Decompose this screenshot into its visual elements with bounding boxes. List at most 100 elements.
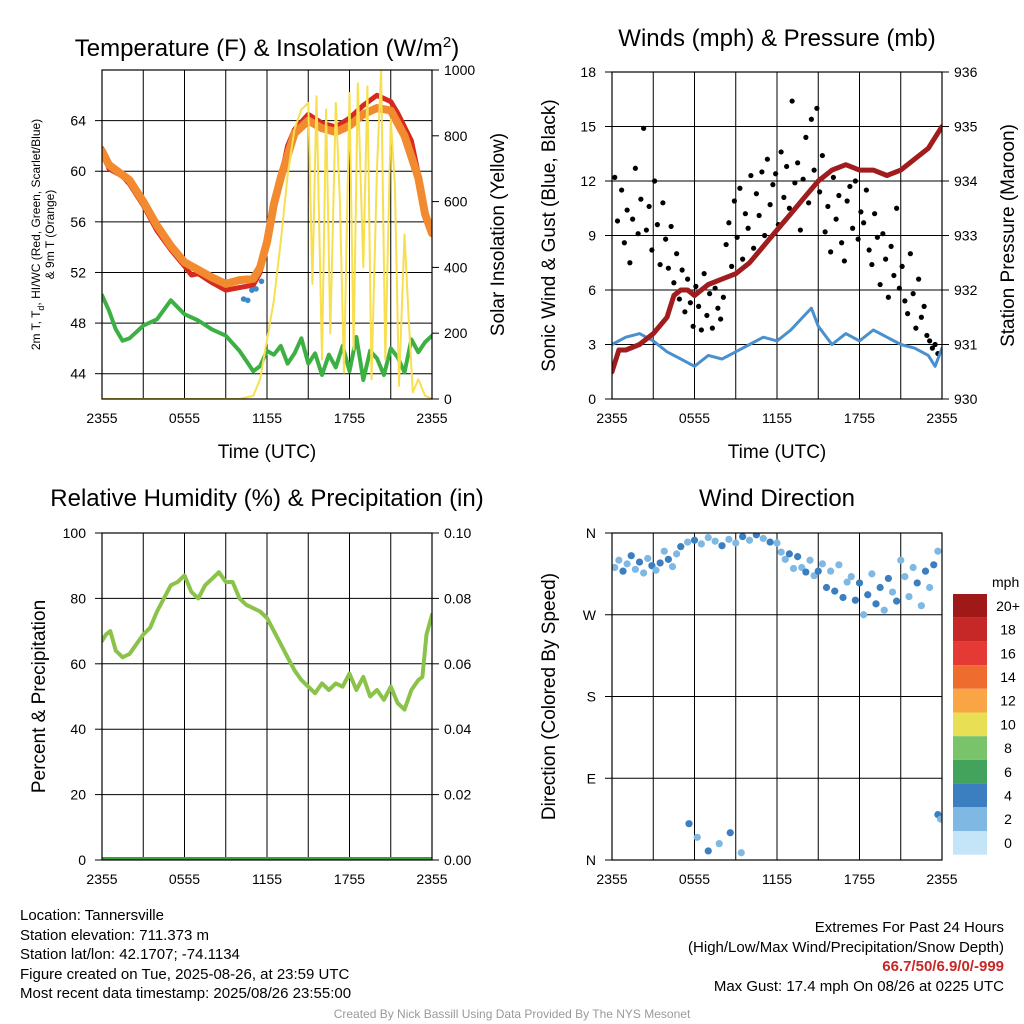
x-tick-label: 2355 <box>926 871 957 887</box>
y-tick-label: 9 <box>588 228 596 244</box>
direction-point <box>868 570 876 578</box>
gust-point <box>819 152 825 159</box>
x-tick-label: 0555 <box>679 871 710 887</box>
gust-point <box>877 281 883 288</box>
direction-point <box>934 547 942 555</box>
y-axis-label: 2m T, Td, HI/WC (Red, Green, Scarlet/Blu… <box>29 119 46 350</box>
direction-point <box>773 539 781 547</box>
gust-point <box>770 182 776 188</box>
extremes-title: Extremes For Past 24 Hours <box>814 919 1004 936</box>
gust-point <box>614 218 621 224</box>
gust-point <box>885 294 891 300</box>
direction-point <box>876 583 884 592</box>
direction-point <box>766 538 774 546</box>
gust-point <box>806 200 812 206</box>
direction-point <box>725 535 733 543</box>
right-tick-label: 800 <box>444 128 468 144</box>
gust-point <box>649 247 655 253</box>
legend-label: 14 <box>1000 669 1016 685</box>
plot-frame <box>611 71 943 400</box>
legend-label: 20+ <box>996 598 1020 614</box>
gust-point <box>671 280 677 286</box>
legend-label: 12 <box>1000 693 1016 709</box>
plot-area <box>612 98 942 375</box>
gust-point <box>817 189 823 195</box>
direction-point <box>704 847 712 855</box>
gust-point <box>830 174 836 180</box>
direction-point <box>814 567 822 575</box>
gust-point <box>924 332 930 339</box>
humidity-panel: Relative Humidity (%) & Precipitation (i… <box>29 485 484 887</box>
direction-point <box>785 550 793 558</box>
y-tick-label: 12 <box>580 173 596 189</box>
gust-point <box>723 241 729 248</box>
gust-point <box>720 294 726 300</box>
gust-point <box>872 211 878 217</box>
gust-point <box>751 245 757 251</box>
x-tick-label: 2355 <box>926 410 957 426</box>
direction-point <box>644 554 652 563</box>
gust-point <box>797 227 803 233</box>
direction-point <box>704 533 712 542</box>
direction-point <box>673 550 681 558</box>
series-line-sonic-wind <box>612 306 942 368</box>
x-axis-label: Time (UTC) <box>218 442 317 463</box>
y-tick-label: 64 <box>70 113 86 129</box>
legend-label: 16 <box>1000 645 1016 661</box>
gust-point <box>657 261 663 268</box>
direction-point <box>897 556 905 564</box>
gust-point <box>855 236 861 242</box>
direction-point <box>937 815 942 823</box>
right-axis-label: Solar Insolation (Yellow) <box>488 133 509 336</box>
direction-point <box>860 611 868 619</box>
direction-point <box>745 536 754 544</box>
direction-point <box>909 563 917 572</box>
y-tick-label: 100 <box>63 525 87 541</box>
temperature-panel: Temperature (F) & Insolation (W/m2) 2355 0… <box>29 34 509 463</box>
direction-point <box>737 849 745 857</box>
legend-label: 10 <box>1000 716 1016 732</box>
right-tick-label: 0.00 <box>444 852 471 868</box>
gust-point <box>663 236 669 242</box>
x-tick-label: 0555 <box>169 871 200 887</box>
direction-point <box>732 539 740 547</box>
direction-point <box>888 588 897 596</box>
series-line-relative-humidity <box>102 570 432 712</box>
legend-label: 8 <box>1004 740 1012 756</box>
chart-title: Winds (mph) & Pressure (mb) <box>618 25 935 52</box>
gust-point <box>748 172 754 179</box>
gust-point <box>698 327 704 333</box>
direction-point <box>847 573 855 581</box>
gust-point <box>764 156 770 162</box>
direction-point <box>759 534 767 543</box>
gust-point <box>927 338 933 344</box>
gust-point <box>693 283 699 289</box>
gust-point <box>638 196 644 202</box>
direction-point <box>806 556 814 564</box>
direction-point <box>693 833 701 841</box>
direction-point <box>668 563 677 571</box>
direction-point <box>739 533 747 541</box>
legend-label: 0 <box>1004 835 1012 851</box>
direction-point <box>656 559 664 567</box>
gust-point <box>907 251 913 257</box>
figure-created: Figure created on Tue, 2025-08-26, at 23… <box>20 965 350 983</box>
gust-point <box>715 305 721 311</box>
gust-point <box>825 203 831 210</box>
x-tick-label: 1755 <box>334 871 365 887</box>
y-tick-label: 60 <box>70 656 86 672</box>
gust-point <box>701 271 707 277</box>
gust-point <box>789 98 795 104</box>
y-tick-label: 80 <box>70 590 86 606</box>
x-tick-label: 2355 <box>416 410 447 426</box>
direction-point <box>718 542 726 550</box>
right-tick-label: 0.04 <box>444 721 471 737</box>
y-tick-label: 56 <box>70 214 86 230</box>
gust-point <box>759 169 765 175</box>
direction-point <box>835 561 843 569</box>
gust-point <box>808 116 814 122</box>
direction-point <box>627 552 635 560</box>
gust-point <box>891 272 897 279</box>
gust-point <box>910 291 916 297</box>
